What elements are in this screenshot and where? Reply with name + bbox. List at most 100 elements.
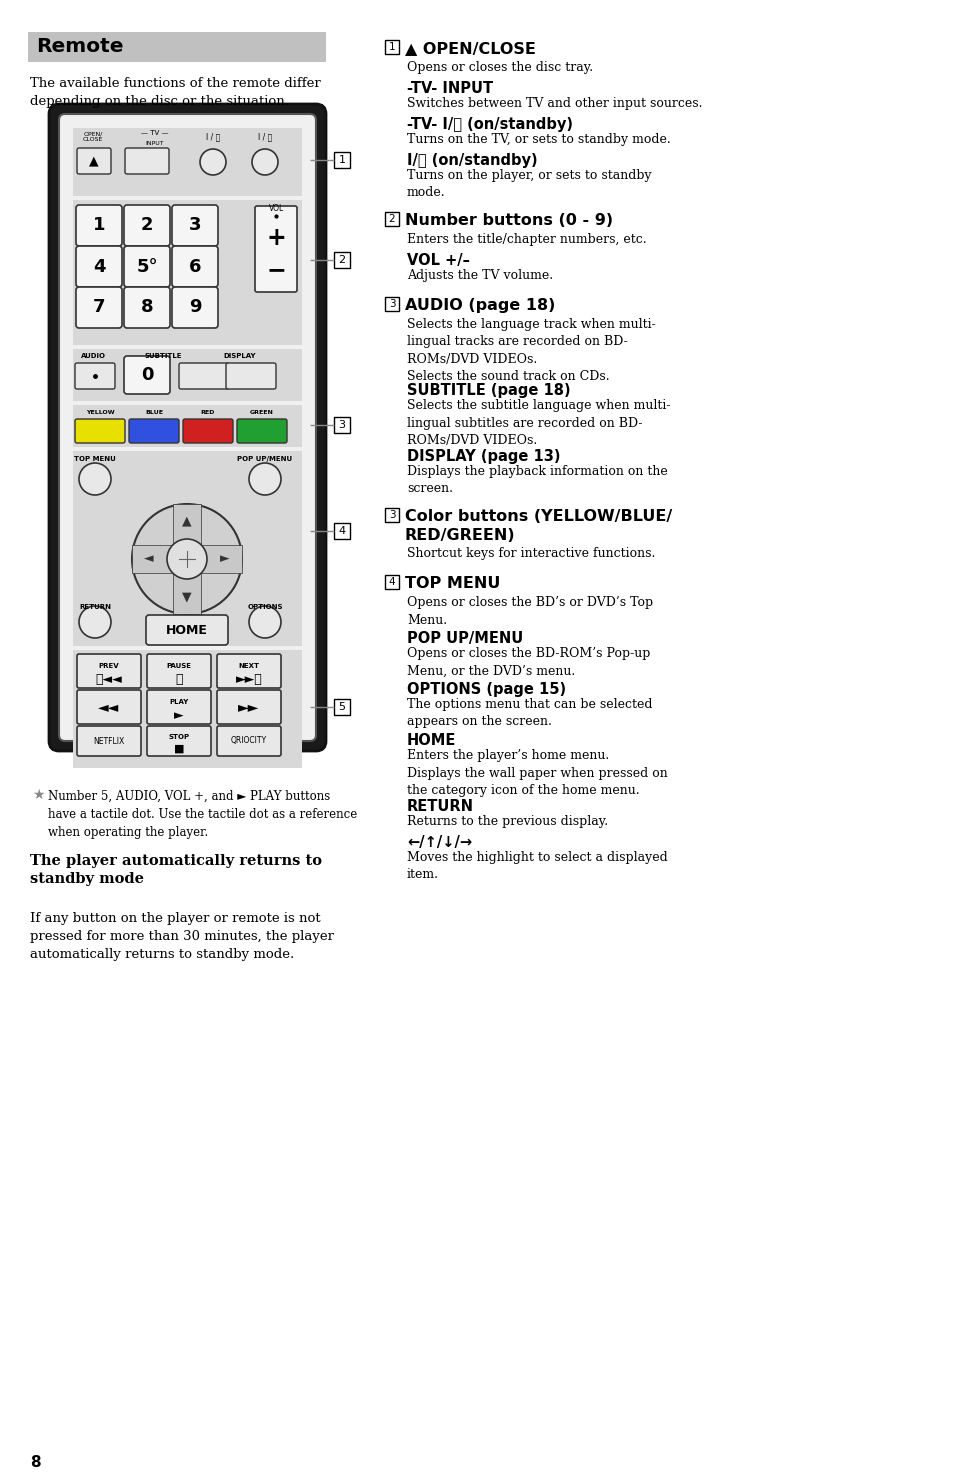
Circle shape	[249, 607, 281, 638]
Text: If any button on the player or remote is not
pressed for more than 30 minutes, t: If any button on the player or remote is…	[30, 912, 334, 961]
Text: TOP MENU: TOP MENU	[405, 575, 500, 592]
Text: I / ⏻: I / ⏻	[206, 132, 220, 141]
Text: VOL +/–: VOL +/–	[407, 254, 470, 268]
Text: Selects the subtitle language when multi-
lingual subtitles are recorded on BD-
: Selects the subtitle language when multi…	[407, 399, 670, 446]
Text: 8: 8	[30, 1455, 41, 1470]
Text: Remote: Remote	[36, 37, 123, 56]
Text: 0: 0	[141, 366, 153, 384]
Text: 3: 3	[388, 300, 395, 308]
Text: Shortcut keys for interactive functions.: Shortcut keys for interactive functions.	[407, 547, 655, 561]
Text: ⏸: ⏸	[175, 673, 183, 687]
Text: 4: 4	[388, 577, 395, 587]
FancyBboxPatch shape	[49, 104, 326, 750]
Text: 3: 3	[388, 510, 395, 521]
Text: OPTIONS: OPTIONS	[247, 604, 282, 610]
FancyBboxPatch shape	[77, 654, 141, 688]
FancyBboxPatch shape	[77, 690, 141, 724]
Text: ◄◄: ◄◄	[98, 700, 119, 713]
Text: Adjusts the TV volume.: Adjusts the TV volume.	[407, 268, 553, 282]
FancyBboxPatch shape	[385, 40, 398, 53]
FancyBboxPatch shape	[73, 405, 302, 446]
Text: NEXT: NEXT	[238, 663, 259, 669]
FancyBboxPatch shape	[334, 252, 350, 268]
Text: SUBTITLE (page 18): SUBTITLE (page 18)	[407, 383, 570, 397]
Text: Enters the player’s home menu.
Displays the wall paper when pressed on
the categ: Enters the player’s home menu. Displays …	[407, 749, 667, 796]
Text: POP UP/MENU: POP UP/MENU	[237, 455, 293, 463]
FancyBboxPatch shape	[172, 567, 201, 614]
FancyBboxPatch shape	[129, 420, 179, 443]
FancyBboxPatch shape	[334, 417, 350, 433]
FancyBboxPatch shape	[183, 420, 233, 443]
Circle shape	[79, 607, 111, 638]
Text: BLUE: BLUE	[145, 409, 163, 415]
Circle shape	[132, 504, 242, 614]
FancyBboxPatch shape	[226, 363, 275, 389]
Text: 3: 3	[338, 420, 345, 430]
Text: ←/↑/↓/→: ←/↑/↓/→	[407, 835, 472, 850]
Text: Opens or closes the BD-ROM’s Pop-up
Menu, or the DVD’s menu.: Opens or closes the BD-ROM’s Pop-up Menu…	[407, 647, 650, 678]
Text: TOP MENU: TOP MENU	[74, 455, 115, 463]
Text: POP UP/MENU: POP UP/MENU	[407, 630, 522, 647]
FancyBboxPatch shape	[216, 727, 281, 756]
FancyBboxPatch shape	[73, 200, 302, 346]
Text: DISPLAY (page 13): DISPLAY (page 13)	[407, 449, 560, 464]
Text: 2: 2	[338, 255, 345, 265]
Text: Moves the highlight to select a displayed
item.: Moves the highlight to select a displaye…	[407, 851, 667, 881]
FancyBboxPatch shape	[216, 690, 281, 724]
Text: ►►: ►►	[238, 700, 259, 713]
Text: 1: 1	[338, 156, 345, 165]
Text: ▲: ▲	[89, 154, 99, 168]
Text: ►►⏭: ►►⏭	[235, 673, 262, 687]
FancyBboxPatch shape	[146, 615, 228, 645]
Text: 1: 1	[92, 217, 105, 234]
Circle shape	[79, 463, 111, 495]
Text: SUBTITLE: SUBTITLE	[144, 353, 182, 359]
Text: YELLOW: YELLOW	[86, 409, 114, 415]
FancyBboxPatch shape	[76, 246, 122, 288]
FancyBboxPatch shape	[216, 654, 281, 688]
FancyBboxPatch shape	[73, 128, 302, 196]
FancyBboxPatch shape	[73, 451, 302, 647]
FancyBboxPatch shape	[124, 246, 170, 288]
Text: −: −	[266, 258, 286, 282]
Text: RED: RED	[200, 409, 215, 415]
FancyBboxPatch shape	[75, 420, 125, 443]
Text: Switches between TV and other input sources.: Switches between TV and other input sour…	[407, 96, 701, 110]
Text: Selects the language track when multi-
lingual tracks are recorded on BD-
ROMs/D: Selects the language track when multi- l…	[407, 317, 655, 384]
Text: OPTIONS (page 15): OPTIONS (page 15)	[407, 682, 565, 697]
Text: 6: 6	[189, 258, 201, 276]
Text: RETURN: RETURN	[407, 799, 474, 814]
Text: VOL: VOL	[269, 205, 284, 214]
FancyBboxPatch shape	[385, 509, 398, 522]
Text: 7: 7	[92, 298, 105, 316]
Text: PREV: PREV	[98, 663, 119, 669]
Text: 4: 4	[92, 258, 105, 276]
Text: AUDIO: AUDIO	[80, 353, 106, 359]
Text: 2: 2	[388, 214, 395, 224]
FancyBboxPatch shape	[385, 212, 398, 225]
Text: ◄: ◄	[144, 553, 153, 565]
FancyBboxPatch shape	[59, 114, 315, 742]
Text: -TV- INPUT: -TV- INPUT	[407, 82, 493, 96]
Text: STOP: STOP	[169, 734, 190, 740]
FancyBboxPatch shape	[125, 148, 169, 174]
Text: ★: ★	[32, 787, 45, 802]
Text: HOME: HOME	[407, 733, 456, 747]
Text: -TV- I/⏻ (on/standby): -TV- I/⏻ (on/standby)	[407, 117, 573, 132]
FancyBboxPatch shape	[147, 654, 211, 688]
FancyBboxPatch shape	[385, 297, 398, 311]
FancyBboxPatch shape	[75, 363, 115, 389]
Text: Opens or closes the BD’s or DVD’s Top
Menu.: Opens or closes the BD’s or DVD’s Top Me…	[407, 596, 653, 626]
Text: — TV —: — TV —	[141, 131, 169, 136]
Text: 3: 3	[189, 217, 201, 234]
Text: 1: 1	[388, 42, 395, 52]
FancyBboxPatch shape	[73, 349, 302, 400]
Text: ►: ►	[220, 553, 230, 565]
FancyBboxPatch shape	[147, 727, 211, 756]
Text: ⏮◄◄: ⏮◄◄	[95, 673, 122, 687]
FancyBboxPatch shape	[334, 151, 350, 168]
Text: Number buttons (0 - 9): Number buttons (0 - 9)	[405, 214, 613, 228]
Text: GREEN: GREEN	[250, 409, 274, 415]
Text: INPUT: INPUT	[146, 141, 164, 145]
Text: 4: 4	[338, 526, 345, 535]
